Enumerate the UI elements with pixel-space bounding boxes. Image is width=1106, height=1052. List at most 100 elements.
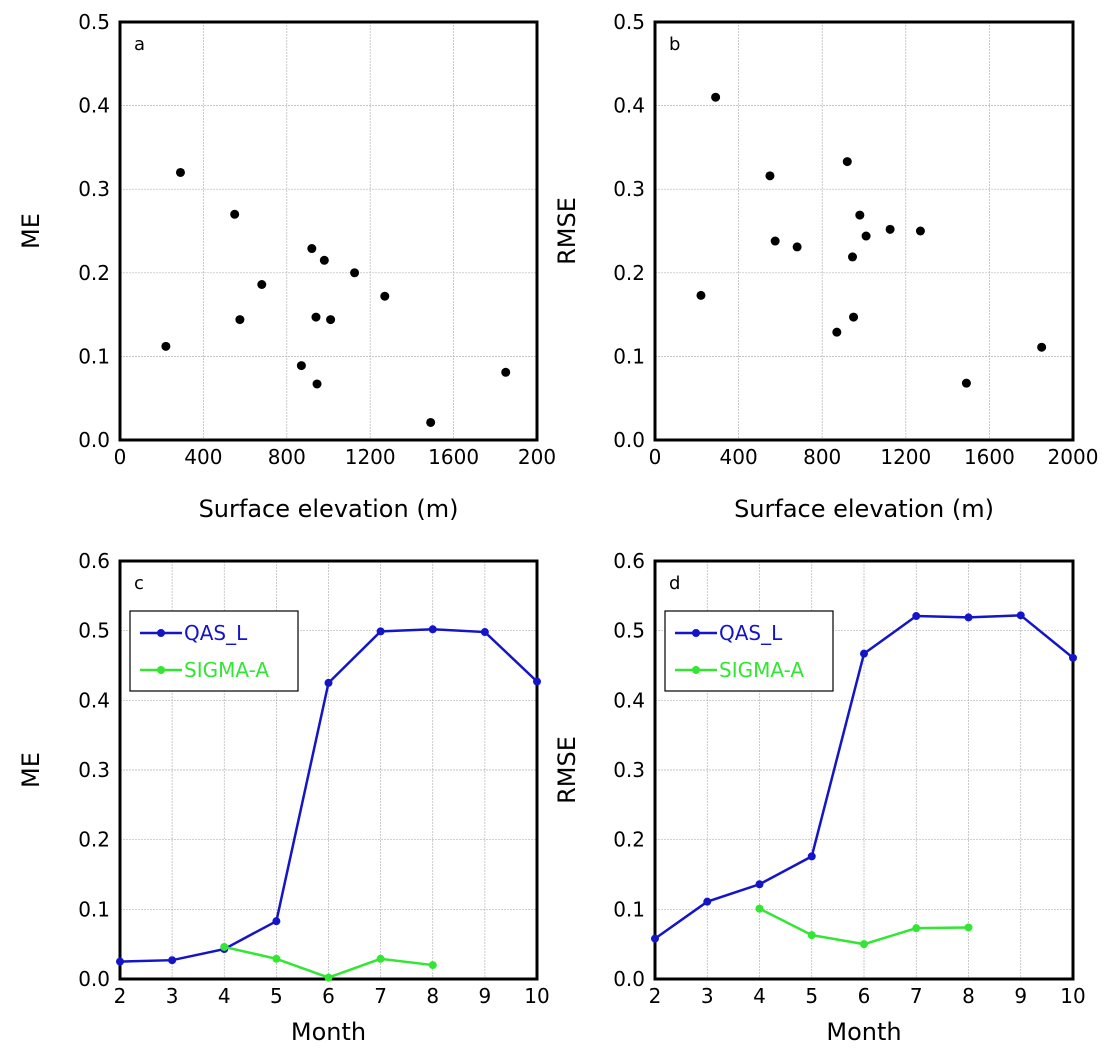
- x-tick-label: 800: [268, 445, 306, 469]
- series-point: [376, 627, 385, 636]
- series-point: [964, 613, 973, 622]
- y-tick-label: 0.1: [78, 897, 110, 921]
- series-point: [168, 956, 177, 965]
- series-point: [964, 923, 973, 932]
- x-tick-label: 200: [518, 445, 556, 469]
- series-point: [533, 677, 541, 686]
- scatter-point: [319, 255, 329, 265]
- scatter-series: [161, 167, 511, 427]
- series-point: [912, 924, 921, 933]
- scatter-point: [696, 290, 706, 300]
- y-tick-label: 0.0: [78, 967, 110, 991]
- legend-swatch-marker: [692, 629, 700, 637]
- line-series-qas-l: [651, 611, 1077, 943]
- line-series-sigma-a: [220, 942, 437, 982]
- x-tick-label: 6: [858, 984, 871, 1008]
- scatter-point: [849, 312, 859, 322]
- series-point: [755, 904, 764, 913]
- series-point: [1069, 653, 1077, 662]
- scatter-point: [326, 315, 336, 325]
- panel-a: 0 400 800 1200 1600 200 0.0 0.1 0.2 0.3 0.4 0.5 Surf…: [17, 10, 556, 523]
- series-point: [324, 973, 333, 982]
- scatter-point: [230, 209, 240, 219]
- scatter-point: [711, 92, 721, 102]
- y-tick-label: 0.0: [613, 967, 645, 991]
- x-tick-label: 10: [524, 984, 549, 1008]
- x-tick-label: 10: [1060, 984, 1085, 1008]
- x-tick-label: 2: [649, 984, 662, 1008]
- series-point: [755, 880, 764, 889]
- series-point: [1016, 611, 1025, 620]
- series-point: [807, 852, 816, 861]
- scatter-point: [915, 226, 925, 236]
- scatter-point: [861, 231, 871, 241]
- panel-d: 2 3 4 5 6 7 8 9 10 0.0 0.1 0.2 0.3 0.4 0.5 0.6 Month RMSE…: [553, 549, 1086, 1046]
- y-axis-title: ME: [17, 213, 45, 249]
- y-tick-label: 0.6: [613, 549, 645, 573]
- y-tick-label: 0.5: [78, 10, 110, 34]
- panel-c: 2 3 4 5 6 7 8 9 100.00.10.20.30.40.50.6MonthMEcQ…: [17, 549, 550, 1046]
- y-tick-label: 0.0: [78, 428, 110, 452]
- series-point: [807, 931, 816, 940]
- legend-swatch-marker: [157, 666, 165, 674]
- scatter-point: [792, 242, 802, 252]
- y-tick-label: 0.2: [613, 261, 645, 285]
- y-tick-label: 0.2: [78, 828, 110, 852]
- y-tick-label: 0.2: [78, 261, 110, 285]
- legend-box: [664, 610, 834, 692]
- x-axis-title: Surface elevation (m): [734, 495, 994, 523]
- legend-box: [129, 610, 299, 692]
- scatter-point: [161, 341, 171, 351]
- series-point: [376, 954, 385, 963]
- y-tick-label: 0.1: [78, 344, 110, 368]
- gridlines: [120, 22, 537, 440]
- y-tick-label: 0.4: [78, 688, 110, 712]
- scatter-point: [885, 224, 895, 234]
- scatter-point: [235, 315, 245, 325]
- y-tick-label: 0.4: [613, 94, 645, 118]
- x-tick-label: 6: [322, 984, 335, 1008]
- legend-label: QAS_L: [184, 621, 248, 645]
- y-tick-label: 0.4: [78, 94, 110, 118]
- x-tick-label: 8: [962, 984, 975, 1008]
- series-point: [703, 897, 712, 906]
- gridlines: [655, 22, 1073, 440]
- scatter-point: [312, 379, 322, 389]
- scatter-point: [350, 268, 360, 278]
- scatter-point: [832, 327, 842, 337]
- y-tick-label: 0.3: [613, 177, 645, 201]
- scatter-point: [307, 244, 317, 254]
- scatter-point: [311, 312, 321, 322]
- x-axis-title: Month: [826, 1018, 901, 1046]
- x-tick-label: 1600: [428, 445, 479, 469]
- y-tick-label: 0.3: [613, 758, 645, 782]
- x-tick-label: 7: [374, 984, 387, 1008]
- plot-frame: [653, 559, 1075, 981]
- tick-labels: 0 400 800 1200 1600 2000 0.0 0.1 0.2 0.3 0.4 0.5: [613, 10, 1098, 469]
- x-tick-label: 0: [114, 445, 127, 469]
- x-tick-label: 9: [479, 984, 492, 1008]
- scatter-point: [1037, 342, 1047, 352]
- panel-letter: c: [134, 573, 144, 594]
- y-tick-label: 0.5: [613, 10, 645, 34]
- line-series-qas-l: [116, 625, 541, 966]
- y-tick-label: 0.6: [78, 549, 110, 573]
- x-tick-label: 9: [1014, 984, 1027, 1008]
- panel-letter: d: [669, 573, 680, 594]
- scatter-point: [257, 280, 267, 290]
- tick-labels: 2 3 4 5 6 7 8 9 10 0.0 0.1 0.2 0.3 0.4 0.5 0.6: [78, 549, 550, 1008]
- x-tick-label: 0: [649, 445, 662, 469]
- series-point: [116, 957, 124, 966]
- line-series-sigma-a: [755, 904, 973, 949]
- series-point: [912, 612, 921, 621]
- y-tick-label: 0.1: [613, 344, 645, 368]
- scatter-point: [770, 236, 780, 246]
- plot-frame: [653, 20, 1075, 442]
- x-tick-label: 4: [753, 984, 766, 1008]
- x-axis-title: Month: [291, 1018, 366, 1046]
- scatter-point: [961, 378, 971, 388]
- y-tick-label: 0.3: [78, 177, 110, 201]
- legend-swatch-marker: [692, 666, 700, 674]
- legend-label: SIGMA-A: [184, 658, 269, 682]
